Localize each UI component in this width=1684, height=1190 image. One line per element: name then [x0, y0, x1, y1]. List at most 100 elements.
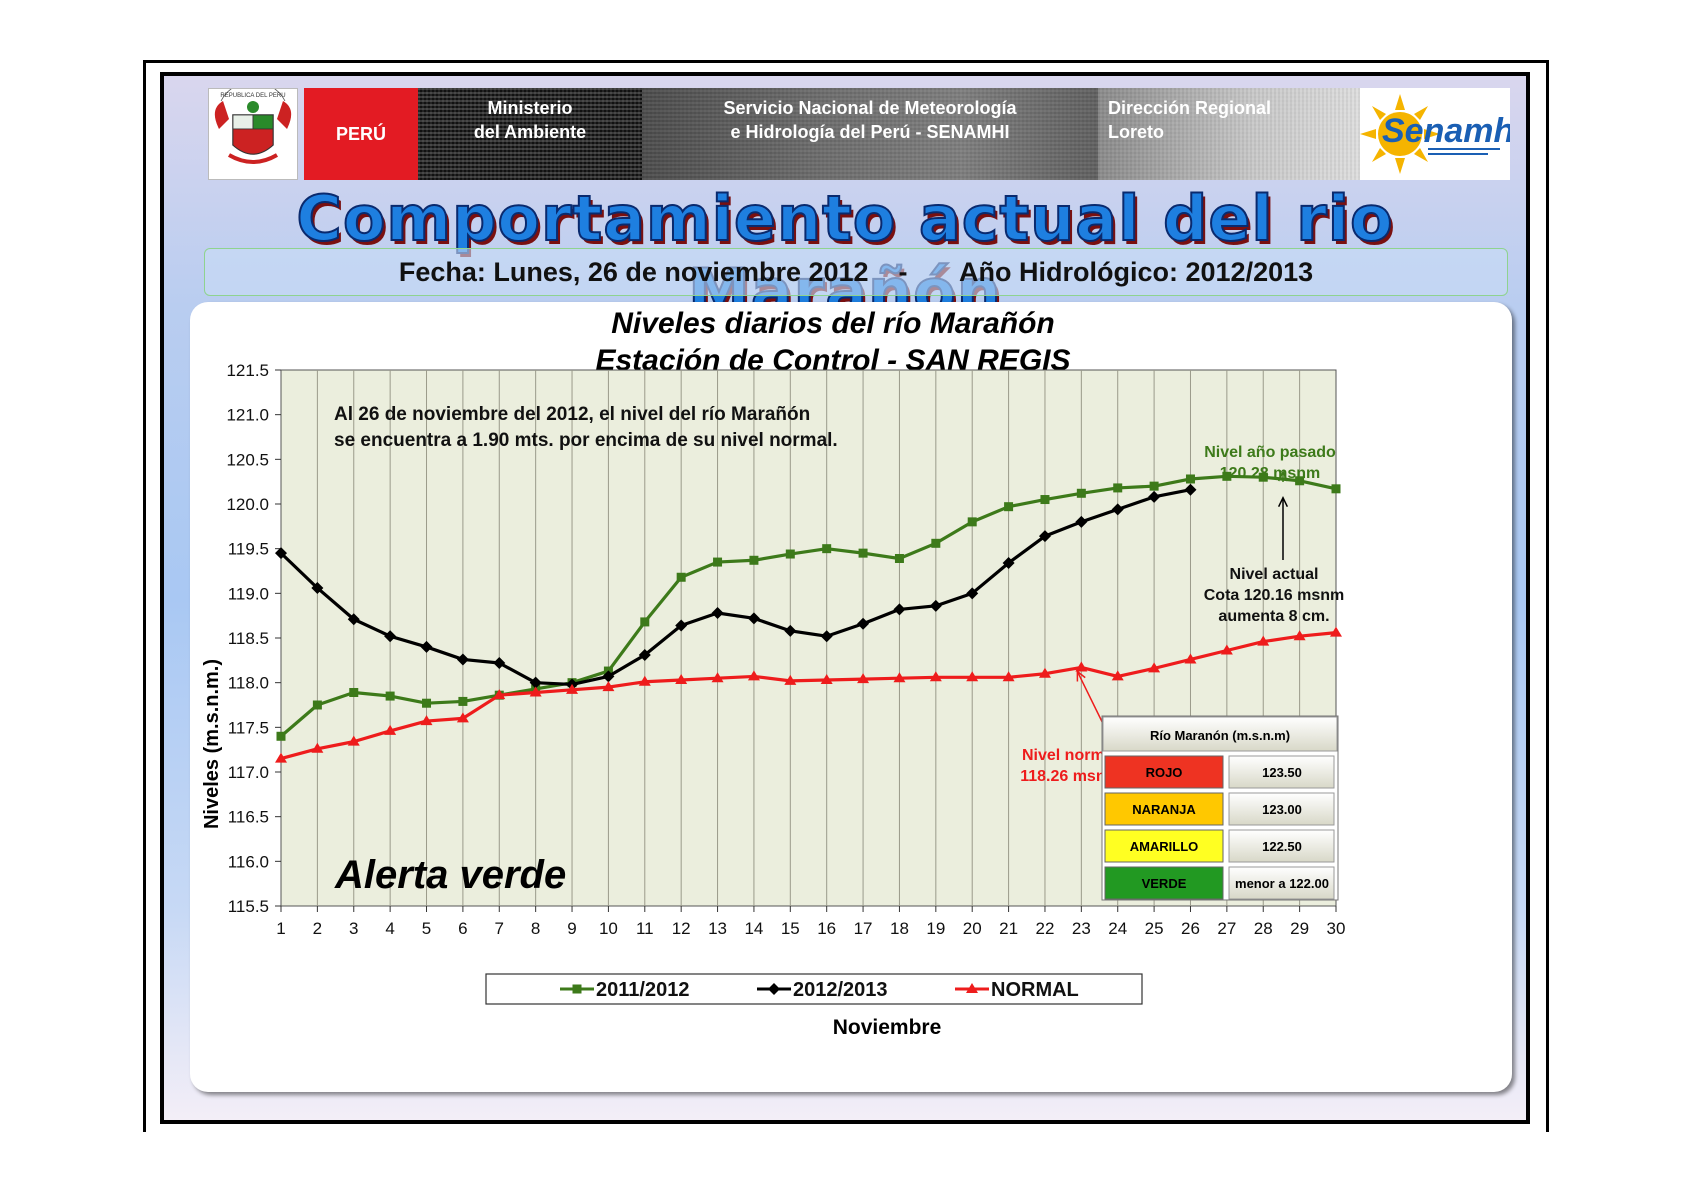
x-tick-label: 4: [385, 919, 394, 938]
y-tick-label: 115.5: [228, 897, 269, 916]
data-point: [711, 672, 724, 683]
data-point: [566, 683, 579, 694]
data-point: [1257, 635, 1270, 646]
series-line-2012/2013: [279, 488, 1191, 687]
x-tick-label: 23: [1072, 919, 1091, 938]
alert-label: Alerta verde: [334, 853, 566, 897]
last-year-line1: Nivel año pasado: [1204, 444, 1336, 461]
alert-level-value-cell: [1228, 829, 1335, 863]
data-point: [1111, 503, 1124, 516]
data-point: [602, 670, 615, 683]
data-point: [1113, 483, 1123, 493]
service-line2: e Hidrología del Perú - SENAMHI: [730, 122, 1010, 142]
data-point: [822, 544, 832, 554]
data-point: [638, 648, 651, 661]
data-point: [1148, 662, 1161, 673]
last-year-arrow: [1277, 470, 1289, 482]
data-point: [931, 538, 941, 548]
data-point: [385, 691, 395, 701]
x-tick-label: 5: [422, 919, 431, 938]
current-arrow-head: [1277, 495, 1289, 508]
data-point: [893, 603, 906, 616]
alert-level-label: NARANJA: [1132, 802, 1196, 817]
x-tick-label: 17: [854, 919, 873, 938]
data-point: [820, 630, 833, 643]
current-arrow: [1277, 495, 1289, 560]
alert-level-naranja: [1104, 792, 1224, 826]
data-point: [1149, 481, 1159, 491]
series-line-2011/2012: [279, 474, 1337, 738]
data-point: [1330, 626, 1342, 637]
data-point: [456, 712, 469, 723]
data-point: [1222, 471, 1232, 481]
legend-label: 2012/2013: [793, 979, 888, 1001]
data-point: [713, 557, 723, 567]
data-point: [1293, 630, 1306, 641]
x-tick-label: 10: [599, 919, 618, 938]
data-point: [857, 617, 870, 630]
current-line2: Cota 120.16 msnm: [1204, 587, 1345, 604]
data-point: [493, 689, 506, 700]
directorate-line2: Loreto: [1108, 122, 1164, 142]
data-point: [275, 752, 287, 763]
series-lines: [275, 471, 1342, 763]
data-point: [311, 742, 324, 753]
x-tick-label: 25: [1145, 919, 1164, 938]
alert-level-value: menor a 122.00: [1235, 876, 1329, 891]
sun-logo-icon: Senamhi: [1360, 94, 1525, 174]
date-text: Fecha: Lunes, 26 de noviembre 2012 - Año…: [398, 256, 1314, 287]
y-tick-label: 116.0: [228, 852, 269, 871]
x-tick-label: 28: [1254, 919, 1273, 938]
x-tick-label: 9: [567, 919, 576, 938]
data-point: [747, 612, 760, 625]
legend-swatch-marker: [572, 984, 582, 994]
data-point: [1002, 556, 1015, 569]
ministry-label: Ministerio del Ambiente: [418, 88, 642, 180]
ministry-line1: Ministerio: [487, 98, 573, 118]
x-tick-label: 15: [781, 919, 800, 938]
data-point: [1004, 502, 1014, 512]
x-tick-label: 7: [495, 919, 504, 938]
chart-card: Niveles diarios del río Marañón Estación…: [190, 302, 1512, 1092]
data-point: [711, 606, 724, 619]
alert-table-header: [1102, 716, 1338, 752]
data-point: [347, 735, 360, 746]
data-point: [493, 657, 506, 670]
alert-table: Río Maranón (m.s.n.m) ROJO 123.50 NARANJA 12…: [1101, 715, 1339, 901]
series-NORMAL: [275, 626, 1342, 763]
x-tick-label: 22: [1036, 919, 1055, 938]
legend-item-2011/2012: 2011/2012: [560, 979, 689, 1001]
data-point: [785, 549, 795, 559]
data-point: [1075, 515, 1088, 528]
x-tick-label: 16: [817, 919, 836, 938]
alert-level-value-cell: [1228, 866, 1335, 900]
alert-level-label: AMARILLO: [1130, 839, 1199, 854]
y-tick-label: 121.5: [226, 361, 269, 380]
x-tick-label: 29: [1290, 919, 1309, 938]
data-point: [1185, 474, 1195, 484]
x-tick-label: 18: [890, 919, 909, 938]
data-point: [1258, 472, 1268, 482]
data-point: [275, 547, 287, 560]
data-point: [1184, 483, 1197, 496]
outer-frame: [143, 60, 1549, 1132]
y-tick-label: 117.0: [228, 763, 269, 782]
data-point: [1295, 476, 1305, 486]
ministry-line2: del Ambiente: [473, 122, 587, 142]
summary-line1: Al 26 de noviembre del 2012, el nivel de…: [334, 404, 810, 425]
y-tick-label: 117.5: [228, 718, 269, 737]
data-point: [894, 553, 904, 563]
data-point: [784, 674, 797, 685]
data-point: [893, 672, 906, 683]
alert-level-label: ROJO: [1146, 765, 1183, 780]
service-line1: Servicio Nacional de Meteorología: [723, 98, 1017, 118]
last-year-line2: 120.28 msnm: [1220, 465, 1321, 482]
data-point: [967, 517, 977, 527]
data-point: [820, 673, 833, 684]
x-tick-label: 27: [1217, 919, 1236, 938]
x-tick-label: 21: [999, 919, 1018, 938]
data-point: [384, 630, 397, 643]
x-tick-label: 6: [458, 919, 467, 938]
data-point: [1075, 661, 1088, 672]
legend-box: [485, 973, 1143, 1005]
